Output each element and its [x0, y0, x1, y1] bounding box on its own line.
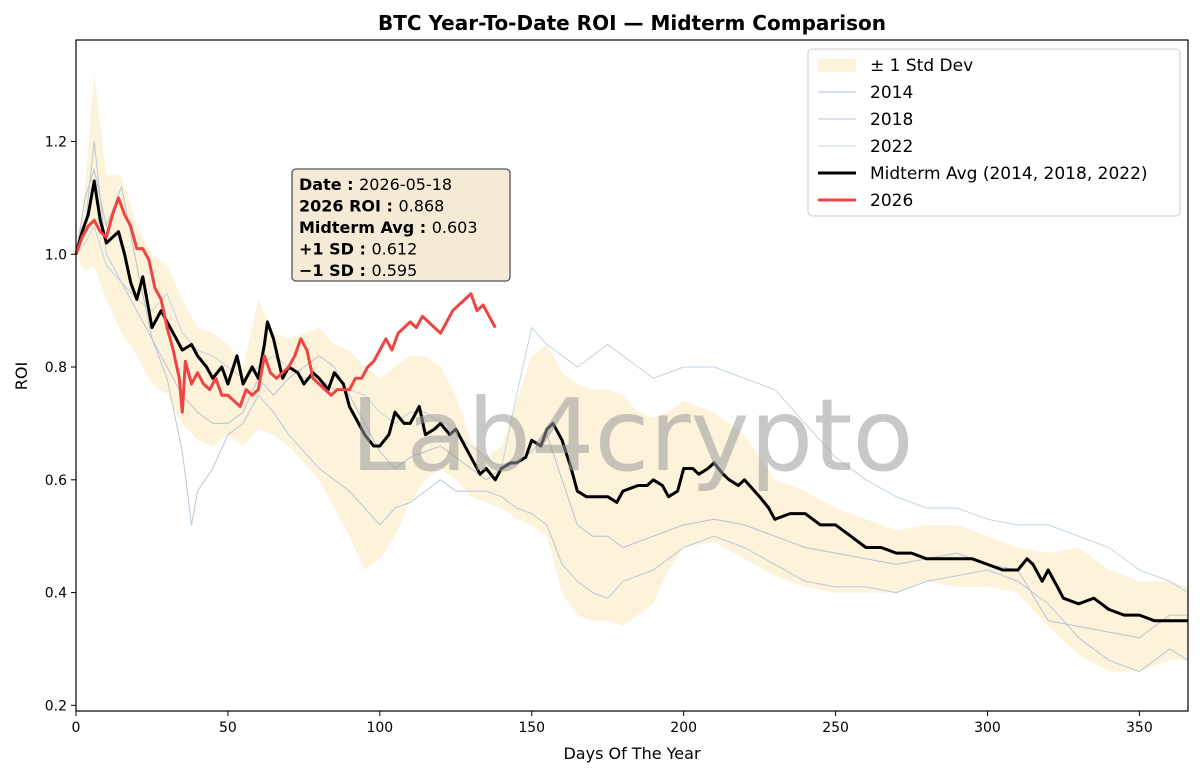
series-line-2022: [75, 225, 1189, 594]
x-axis-label: Days Of The Year: [563, 744, 700, 763]
annotation-background: [291, 168, 511, 282]
x-tick-label: 150: [518, 720, 545, 736]
annotation-row: +1 SD : 0.612: [299, 240, 417, 259]
x-tick-label: 250: [822, 720, 849, 736]
legend-swatch-band: [818, 59, 856, 72]
legend: ± 1 Std Dev 2014 2018 2022 Midterm Avg (2014…: [807, 48, 1181, 217]
y-axis-label: ROI: [12, 362, 31, 390]
legend-label: 2014: [870, 83, 913, 103]
annotation-label: −1 SD :: [299, 261, 371, 280]
annotation-label: +1 SD :: [299, 240, 371, 259]
x-tick-label: 100: [366, 720, 393, 736]
annotation-row: Date : 2026-05-18: [299, 175, 452, 194]
y-tick-label: 0.2: [45, 698, 67, 714]
annotation-box: Date : 2026-05-18 2026 ROI : 0.868 Midterm…: [291, 168, 511, 282]
chart-title: BTC Year-To-Date ROI — Midterm Compariso…: [378, 11, 886, 35]
legend-background: [807, 48, 1181, 217]
x-tick-label: 200: [670, 720, 697, 736]
annotation-row: −1 SD : 0.595: [299, 261, 417, 280]
y-tick-label: 0.8: [45, 360, 67, 376]
plot-frame: [75, 39, 1189, 712]
y-tick-label: 0.6: [45, 473, 67, 489]
legend-label: Midterm Avg (2014, 2018, 2022): [870, 164, 1148, 184]
series-line-midterm: [74, 179, 1188, 623]
annotation-value: 0.612: [371, 240, 417, 259]
annotation-value: 0.595: [371, 261, 417, 280]
y-tick-label: 1.0: [45, 247, 67, 263]
annotation-value: 2026-05-18: [359, 175, 452, 194]
annotation-value: 0.603: [432, 218, 478, 237]
annotation-label: Date :: [299, 175, 359, 194]
y-tick-label: 0.4: [45, 586, 67, 602]
x-tick-label: 300: [974, 720, 1001, 736]
annotation-row: 2026 ROI : 0.868: [299, 197, 444, 216]
annotation-label: 2026 ROI :: [299, 197, 399, 216]
x-tick-label: 350: [1126, 720, 1153, 736]
axes: 0 50 100 150 200 250 300 350 0.2 0.4 0.6 0.8 1.0 1.2: [45, 39, 1189, 736]
legend-label: 2022: [870, 137, 913, 157]
plot-area: [74, 73, 1189, 672]
legend-label: ± 1 Std Dev: [870, 56, 973, 76]
annotation-row: Midterm Avg : 0.603: [299, 218, 478, 237]
x-tick-label: 50: [219, 720, 237, 736]
series-line-2014: [75, 141, 1189, 672]
legend-label: 2018: [870, 110, 913, 130]
std-dev-band: [76, 73, 1188, 672]
y-tick-label: 1.2: [45, 134, 67, 150]
legend-label: 2026: [870, 191, 913, 211]
watermark: Lab4crypto: [350, 377, 913, 494]
x-tick-label: 0: [72, 720, 81, 736]
series-line-2018: [75, 169, 1188, 639]
annotation-label: Midterm Avg :: [299, 218, 432, 237]
annotation-value: 0.868: [399, 197, 445, 216]
series-line-2026: [74, 196, 497, 414]
